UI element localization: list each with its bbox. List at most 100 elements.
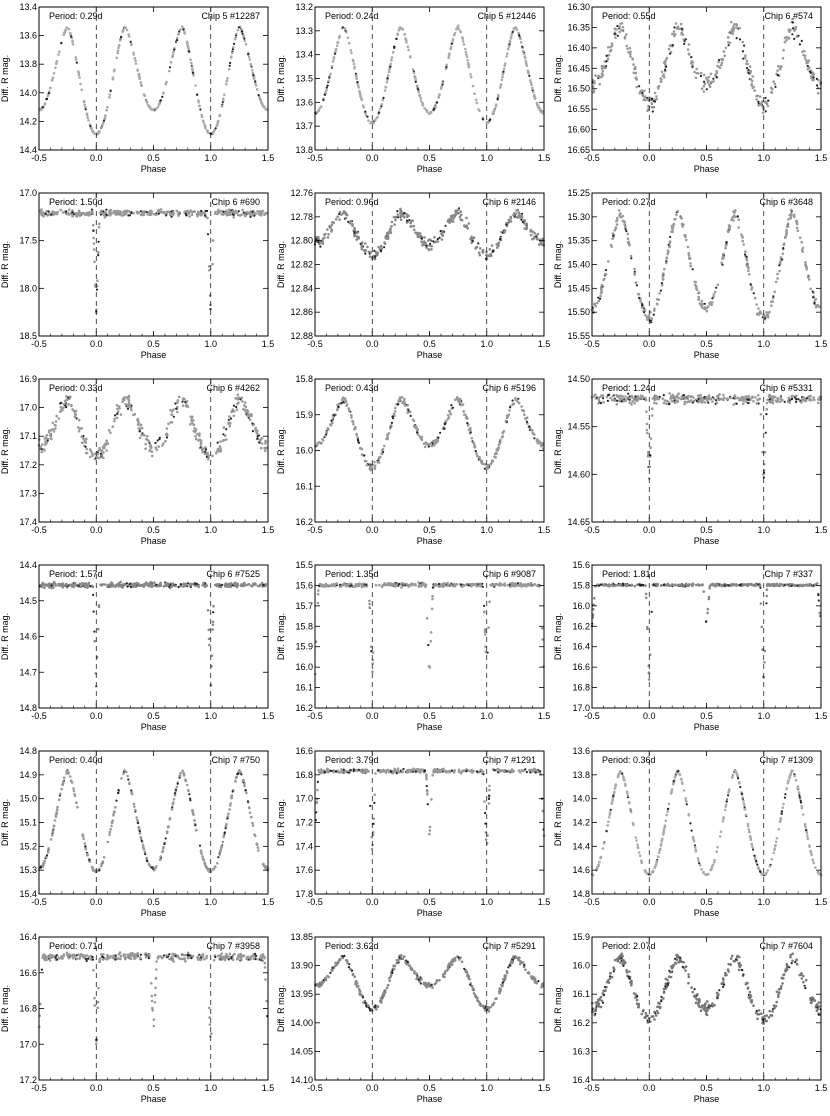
data-point [364, 242, 367, 245]
data-point [184, 212, 187, 215]
data-point [126, 403, 130, 407]
data-point [409, 414, 412, 417]
data-point [363, 454, 366, 457]
data-point [791, 17, 794, 21]
data-point [475, 452, 478, 455]
data-point [607, 260, 610, 263]
data-point [236, 393, 240, 396]
y-tick-label: 16.45 [567, 63, 590, 73]
data-point [436, 238, 439, 241]
data-point [132, 582, 135, 586]
data-point [674, 22, 678, 25]
data-point [693, 280, 696, 284]
data-point [601, 69, 605, 73]
data-point [746, 401, 750, 405]
data-point [127, 399, 131, 402]
data-point [672, 222, 676, 226]
data-point [707, 75, 711, 79]
data-point [57, 417, 61, 420]
data-point [500, 435, 504, 439]
data-point [254, 80, 257, 83]
data-point [640, 394, 643, 397]
data-point [478, 247, 482, 250]
data-point [687, 43, 691, 46]
data-point [90, 208, 94, 211]
data-point [139, 210, 142, 213]
data-point [795, 400, 798, 404]
data-point [338, 212, 341, 216]
data-point [189, 415, 193, 419]
data-point [99, 448, 102, 452]
data-point [215, 123, 219, 127]
data-point [643, 311, 646, 314]
data-point [355, 433, 359, 436]
data-point [109, 89, 112, 92]
data-point [140, 433, 143, 437]
data-point [71, 43, 75, 46]
data-point [669, 397, 672, 400]
data-point [455, 396, 459, 399]
data-point [142, 213, 146, 216]
data-point [137, 584, 141, 587]
data-point [705, 396, 709, 399]
data-point [621, 29, 624, 32]
data-point [211, 628, 214, 631]
data-point [391, 415, 394, 418]
data-point [481, 462, 485, 466]
data-point [414, 80, 417, 83]
data-point [263, 106, 266, 109]
data-point [144, 581, 148, 584]
light-curve-panel: -0.5 0.0 0.5 1.0 1.517.017.518.018.5PhaseDif… [0, 188, 274, 360]
data-point [681, 27, 684, 30]
data-point [99, 452, 103, 455]
data-point [72, 409, 76, 413]
data-point [634, 71, 638, 75]
data-point [138, 436, 142, 440]
data-point [400, 214, 403, 217]
data-point [210, 654, 214, 657]
data-point [669, 235, 672, 238]
data-point [781, 57, 785, 60]
data-point [666, 250, 670, 254]
data-point [593, 596, 596, 600]
data-point [677, 392, 680, 396]
data-point [44, 440, 47, 443]
data-point [196, 93, 199, 96]
data-point [759, 586, 762, 589]
data-point [695, 71, 699, 75]
data-point [476, 454, 479, 458]
data-point [471, 84, 475, 88]
data-point [211, 262, 214, 266]
data-point [493, 107, 496, 111]
data-point [371, 662, 375, 665]
data-point [157, 210, 161, 213]
x-axis-label: Phase [141, 164, 167, 174]
data-point [683, 42, 686, 46]
data-point [204, 450, 207, 453]
data-point [742, 396, 745, 399]
data-point [62, 402, 66, 406]
data-point [717, 60, 720, 64]
data-point [183, 584, 186, 588]
data-point [188, 583, 192, 587]
data-point [608, 393, 611, 396]
data-point [466, 422, 469, 425]
data-point [615, 216, 619, 220]
data-point [352, 62, 356, 66]
data-point [423, 445, 427, 449]
data-point [91, 454, 94, 457]
y-tick-label: 12.76 [290, 188, 313, 198]
data-point [444, 419, 448, 423]
data-point [368, 467, 371, 470]
data-point [440, 238, 444, 241]
data-point [626, 241, 630, 244]
data-point [446, 584, 449, 587]
data-point [143, 583, 147, 587]
period-label: Period: 0.29d [49, 11, 103, 21]
data-point [62, 406, 65, 409]
data-point [412, 71, 416, 75]
data-point [127, 396, 130, 399]
data-point [136, 68, 139, 72]
data-point [695, 399, 698, 403]
data-point [448, 410, 452, 414]
